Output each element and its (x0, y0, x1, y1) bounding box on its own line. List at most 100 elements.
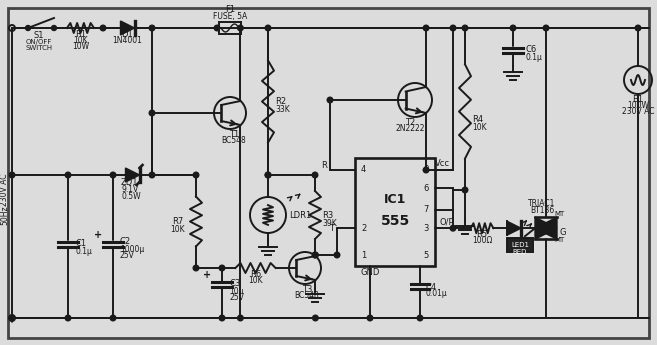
Text: B1: B1 (633, 95, 644, 104)
Text: 6: 6 (424, 184, 429, 193)
Text: 10K: 10K (248, 276, 263, 285)
Circle shape (65, 315, 71, 321)
Circle shape (149, 172, 155, 178)
Text: 25V: 25V (120, 252, 135, 260)
Text: 0.1μ: 0.1μ (525, 52, 542, 61)
Circle shape (149, 25, 155, 31)
Text: 0.5W: 0.5W (121, 192, 141, 201)
Text: 230V AC: 230V AC (622, 107, 654, 116)
Bar (219, 22, 241, 34)
Circle shape (265, 25, 271, 31)
Circle shape (463, 187, 468, 193)
Text: T2: T2 (405, 118, 415, 127)
Circle shape (312, 252, 318, 258)
Text: 8: 8 (424, 166, 429, 175)
Circle shape (193, 172, 199, 178)
Text: R5: R5 (476, 230, 487, 239)
Text: Vcc: Vcc (435, 159, 450, 168)
Text: 25V: 25V (229, 294, 244, 303)
Text: 39K: 39K (322, 218, 337, 227)
Text: S1: S1 (34, 31, 44, 40)
Text: 2: 2 (361, 224, 366, 233)
Circle shape (265, 172, 271, 178)
Text: GND: GND (360, 268, 380, 277)
Text: 100Ω: 100Ω (472, 236, 492, 245)
Text: 555: 555 (380, 214, 409, 228)
Text: +: + (94, 230, 102, 240)
Text: R3: R3 (322, 210, 333, 219)
Bar (355, 158, 435, 266)
Text: T1: T1 (229, 130, 239, 139)
Circle shape (463, 25, 468, 31)
Text: C3: C3 (229, 279, 240, 288)
Text: LED1: LED1 (511, 242, 529, 248)
Text: C6: C6 (525, 46, 536, 55)
Text: R: R (321, 160, 327, 169)
Text: 50Hz: 50Hz (1, 205, 9, 225)
Text: 9.1V: 9.1V (121, 185, 138, 194)
Circle shape (313, 315, 318, 321)
Circle shape (450, 225, 456, 231)
Polygon shape (535, 217, 557, 239)
Text: C1: C1 (75, 239, 86, 248)
Text: 3: 3 (424, 224, 429, 233)
Text: T3: T3 (302, 285, 312, 294)
Circle shape (219, 315, 225, 321)
Text: 4: 4 (361, 166, 366, 175)
Text: ON/OFF: ON/OFF (26, 39, 52, 45)
Text: C2: C2 (120, 237, 131, 246)
Text: F1: F1 (225, 5, 235, 14)
Text: TRIAC1: TRIAC1 (528, 199, 556, 208)
Text: 1: 1 (361, 252, 366, 260)
Text: G: G (559, 228, 566, 237)
Text: RED: RED (513, 249, 527, 255)
Circle shape (110, 315, 116, 321)
Text: R2: R2 (275, 97, 286, 106)
Polygon shape (535, 217, 557, 239)
Circle shape (635, 25, 641, 31)
Text: +: + (203, 270, 211, 280)
Text: BT136: BT136 (530, 206, 554, 215)
Text: 2N2222: 2N2222 (396, 124, 424, 133)
Text: 10K: 10K (171, 225, 185, 234)
Polygon shape (125, 168, 139, 182)
Text: 230V AC: 230V AC (1, 174, 9, 206)
Circle shape (149, 110, 155, 116)
Text: T: T (329, 224, 334, 233)
Text: R7: R7 (172, 217, 183, 226)
Text: 100W: 100W (627, 101, 649, 110)
Circle shape (51, 26, 57, 30)
Circle shape (9, 315, 15, 321)
Text: R1: R1 (75, 30, 86, 39)
Text: MT: MT (554, 237, 564, 243)
Circle shape (219, 265, 225, 271)
Text: O/P: O/P (439, 218, 453, 227)
Text: ZD1: ZD1 (121, 178, 139, 187)
Bar (507, 238, 533, 252)
Text: IC1: IC1 (384, 193, 406, 206)
Circle shape (238, 315, 243, 321)
Circle shape (101, 25, 106, 31)
Polygon shape (120, 21, 135, 35)
Circle shape (26, 26, 30, 30)
Text: LDR1: LDR1 (289, 210, 311, 219)
Text: R4: R4 (472, 115, 483, 124)
Circle shape (65, 172, 71, 178)
Text: 7: 7 (424, 205, 429, 214)
Circle shape (193, 265, 199, 271)
Text: 10W: 10W (72, 42, 89, 51)
Circle shape (9, 172, 15, 178)
Text: 10K: 10K (73, 36, 88, 45)
Circle shape (110, 172, 116, 178)
Circle shape (450, 25, 456, 31)
Circle shape (313, 252, 318, 258)
Text: 1N4001: 1N4001 (112, 36, 143, 45)
Text: 10K: 10K (472, 122, 487, 131)
Text: 0.01μ: 0.01μ (426, 289, 448, 298)
Circle shape (334, 252, 340, 258)
Text: BC548: BC548 (221, 136, 246, 145)
Circle shape (510, 25, 516, 31)
Text: BC548: BC548 (294, 291, 319, 300)
Text: FUSE, 5A: FUSE, 5A (213, 12, 247, 21)
Circle shape (265, 172, 271, 178)
